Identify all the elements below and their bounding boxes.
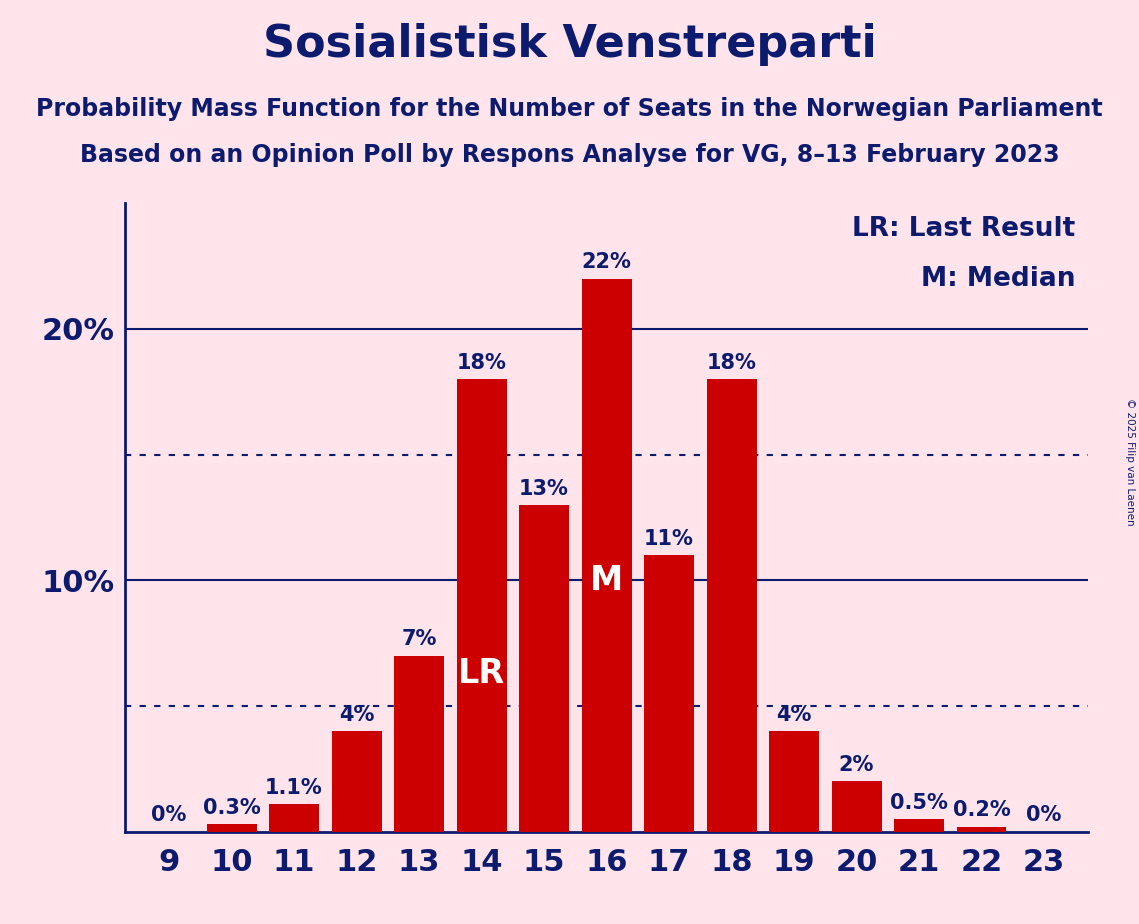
Text: 4%: 4% bbox=[338, 705, 375, 724]
Text: LR: Last Result: LR: Last Result bbox=[852, 216, 1075, 242]
Bar bbox=[394, 656, 444, 832]
Text: 0.5%: 0.5% bbox=[890, 793, 948, 813]
Bar bbox=[706, 379, 756, 832]
Text: 18%: 18% bbox=[457, 353, 507, 373]
Text: LR: LR bbox=[458, 657, 505, 689]
Text: 22%: 22% bbox=[582, 252, 631, 273]
Text: 11%: 11% bbox=[644, 529, 694, 549]
Bar bbox=[769, 731, 819, 832]
Text: © 2025 Filip van Laenen: © 2025 Filip van Laenen bbox=[1125, 398, 1134, 526]
Text: Based on an Opinion Poll by Respons Analyse for VG, 8–13 February 2023: Based on an Opinion Poll by Respons Anal… bbox=[80, 143, 1059, 167]
Text: M: Median: M: Median bbox=[920, 266, 1075, 292]
Text: 0%: 0% bbox=[151, 806, 187, 825]
Bar bbox=[519, 505, 570, 832]
Bar bbox=[831, 782, 882, 832]
Bar bbox=[582, 279, 631, 832]
Text: Sosialistisk Venstreparti: Sosialistisk Venstreparti bbox=[263, 23, 876, 67]
Bar bbox=[457, 379, 507, 832]
Text: 0.2%: 0.2% bbox=[952, 800, 1010, 821]
Text: 18%: 18% bbox=[706, 353, 756, 373]
Text: Probability Mass Function for the Number of Seats in the Norwegian Parliament: Probability Mass Function for the Number… bbox=[36, 97, 1103, 121]
Bar bbox=[331, 731, 382, 832]
Bar bbox=[206, 824, 256, 832]
Text: 0.3%: 0.3% bbox=[203, 797, 261, 818]
Text: M: M bbox=[590, 564, 623, 597]
Text: 2%: 2% bbox=[838, 755, 875, 775]
Bar bbox=[957, 827, 1007, 832]
Text: 7%: 7% bbox=[401, 629, 436, 650]
Text: 1.1%: 1.1% bbox=[265, 778, 323, 797]
Bar bbox=[269, 804, 319, 832]
Text: 0%: 0% bbox=[1026, 806, 1062, 825]
Bar bbox=[894, 819, 944, 832]
Text: 13%: 13% bbox=[519, 479, 570, 499]
Bar bbox=[644, 555, 694, 832]
Text: 4%: 4% bbox=[777, 705, 812, 724]
